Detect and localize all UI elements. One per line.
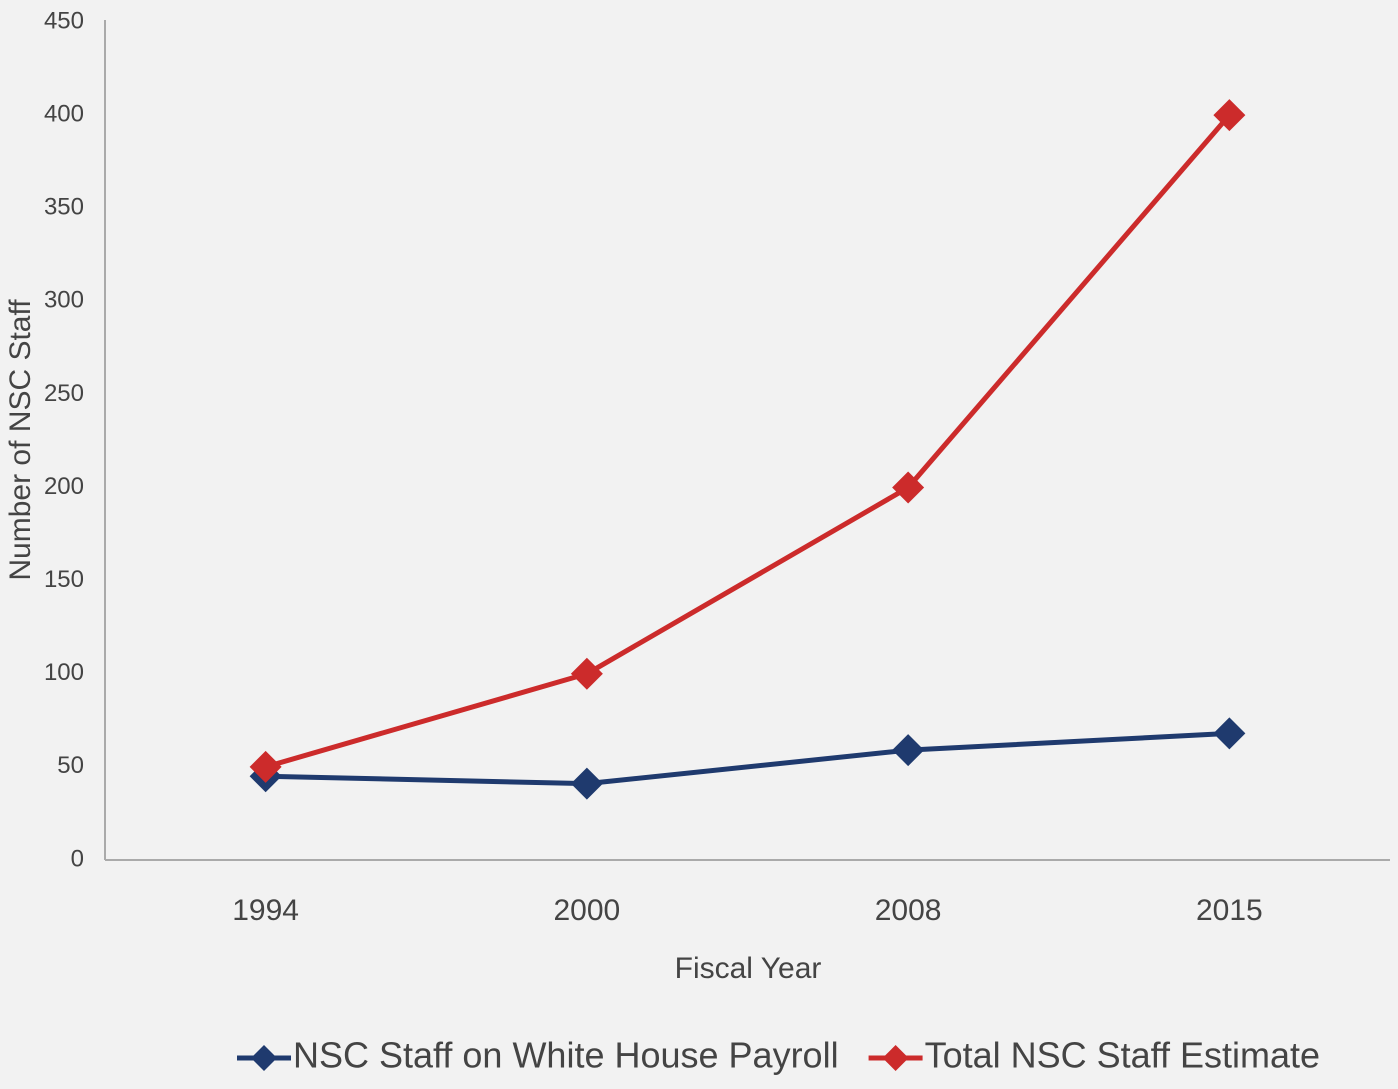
y-tick-label: 50 <box>57 752 84 779</box>
y-tick-label: 200 <box>44 473 84 500</box>
data-point <box>1213 717 1246 750</box>
x-tick-label: 2000 <box>554 894 621 927</box>
x-tick-label: 2015 <box>1196 894 1263 927</box>
y-tick-label: 300 <box>44 287 84 314</box>
y-axis-label: Number of NSC Staff <box>4 299 37 581</box>
x-axis-label: Fiscal Year <box>675 952 822 985</box>
series-line <box>265 730 1230 787</box>
legend-marker <box>882 1045 909 1071</box>
data-point <box>570 657 603 690</box>
data-point <box>1213 99 1246 132</box>
x-tick-label: 2008 <box>875 894 942 927</box>
legend-marker <box>251 1045 277 1071</box>
legend-label: Total NSC Staff Estimate <box>925 1035 1321 1076</box>
y-tick-label: 400 <box>44 100 84 127</box>
data-point <box>249 750 282 783</box>
data-point <box>892 471 925 504</box>
legend-label: NSC Staff on White House Payroll <box>293 1035 839 1076</box>
y-tick-label: 250 <box>44 380 84 407</box>
y-tick-label: 450 <box>44 7 84 34</box>
data-point <box>570 767 603 800</box>
data-point <box>892 734 925 767</box>
y-tick-label: 0 <box>71 845 84 872</box>
y-tick-label: 350 <box>44 194 84 221</box>
y-tick-label: 100 <box>44 659 84 686</box>
y-tick-label: 150 <box>44 566 84 593</box>
series-line <box>264 113 1232 770</box>
x-tick-label: 1994 <box>232 894 299 927</box>
